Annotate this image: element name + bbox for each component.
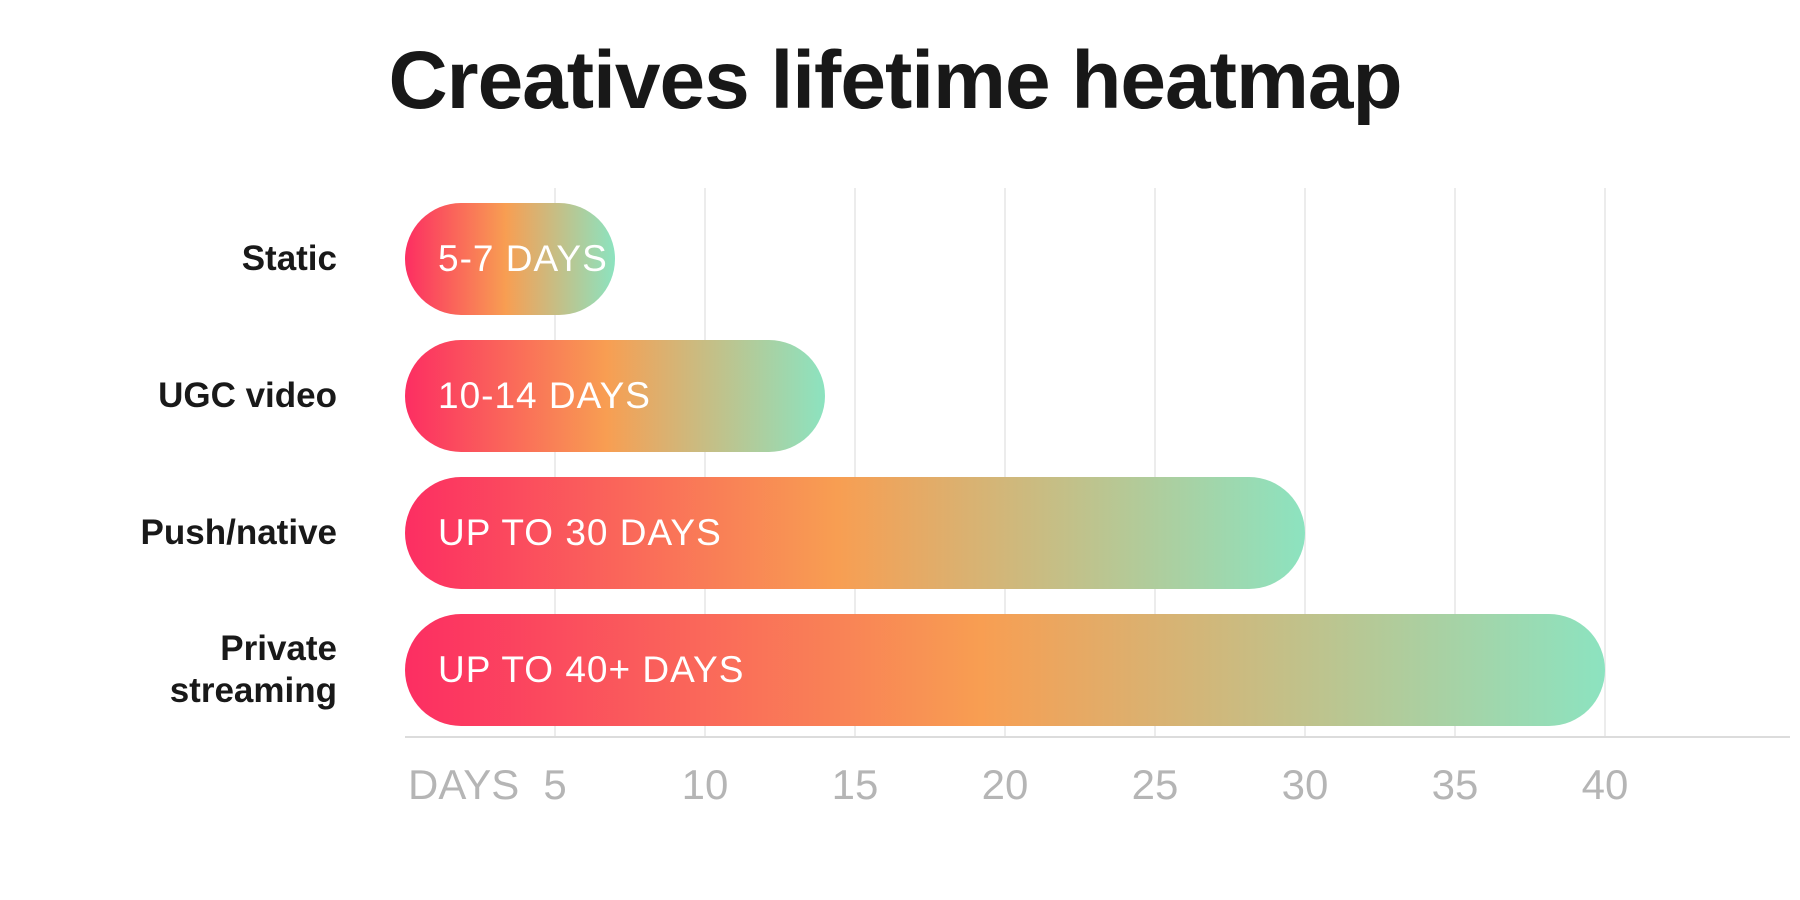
- bar-value-label: 10-14 DAYS: [438, 375, 651, 416]
- gridline-day-30: [1304, 188, 1306, 736]
- gridline-day-20: [1004, 188, 1006, 736]
- row-label-push-native: Push/native: [140, 513, 337, 552]
- x-tick-label-35: 35: [1431, 761, 1479, 808]
- x-tick-label-40: 40: [1581, 761, 1629, 808]
- x-tick-label-30: 30: [1281, 761, 1329, 808]
- bar-value-label: UP TO 40+ DAYS: [438, 649, 745, 690]
- x-axis-line: [405, 736, 1790, 738]
- x-tick-label-5: 5: [543, 761, 567, 808]
- gridline-day-10: [704, 188, 706, 736]
- x-tick-label-25: 25: [1131, 761, 1179, 808]
- row-label-static: Static: [241, 239, 337, 278]
- gridline-day-40: [1604, 188, 1606, 736]
- gridline-day-15: [854, 188, 856, 736]
- gridline-day-35: [1454, 188, 1456, 736]
- bar-value-label: UP TO 30 DAYS: [438, 512, 722, 553]
- row-label-ugc-video: UGC video: [158, 376, 337, 415]
- x-axis-title: DAYS: [408, 761, 520, 808]
- x-tick-label-20: 20: [981, 761, 1029, 808]
- bar-value-label: 5-7 DAYS: [438, 238, 608, 279]
- x-tick-label-10: 10: [681, 761, 729, 808]
- gridline-day-5: [554, 188, 556, 736]
- row-label-private-streaming: Private streaming: [169, 629, 337, 710]
- bar-static: 5-7 DAYS: [405, 203, 615, 315]
- x-tick-label-15: 15: [831, 761, 879, 808]
- bar-ugc-video: 10-14 DAYS: [405, 340, 825, 452]
- gridline-day-25: [1154, 188, 1156, 736]
- bar-push-native: UP TO 30 DAYS: [405, 477, 1305, 589]
- chart-title: Creatives lifetime heatmap: [388, 35, 1402, 126]
- bar-private-streaming: UP TO 40+ DAYS: [405, 614, 1605, 726]
